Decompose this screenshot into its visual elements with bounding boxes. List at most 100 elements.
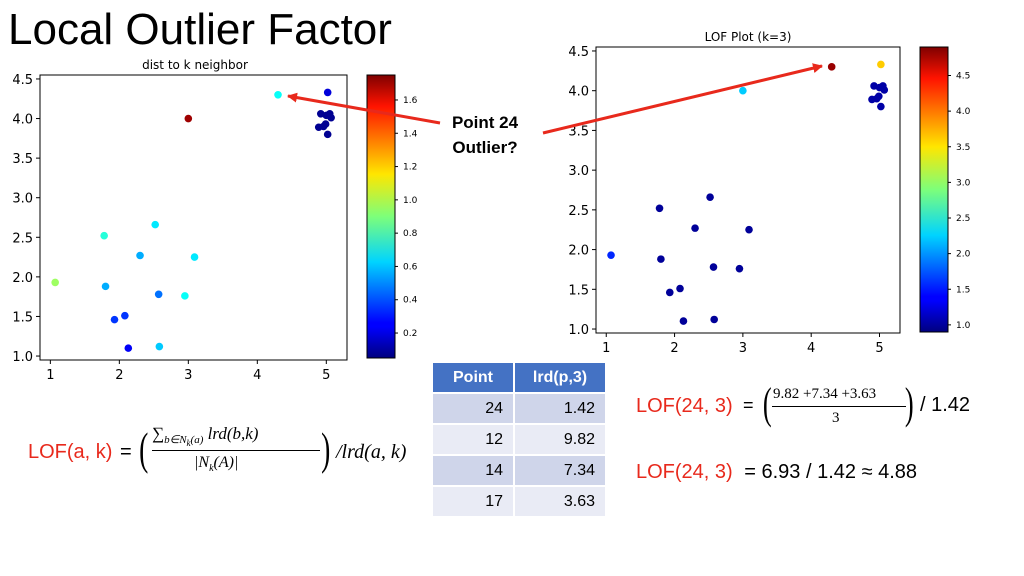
data-point — [880, 86, 889, 94]
data-point — [710, 315, 718, 324]
data-point — [655, 204, 664, 213]
y-tick-label: 4.0 — [12, 113, 33, 128]
y-tick-label: 2.0 — [568, 244, 589, 259]
close-paren: ) — [904, 379, 914, 428]
colorbar-tick-label: 1.2 — [403, 163, 417, 173]
colorbar-tick-label: 2.0 — [956, 250, 971, 260]
denominator: 3 — [832, 410, 840, 426]
formula-tail: / 1.42 — [920, 394, 971, 416]
data-point — [181, 292, 189, 300]
colorbar — [919, 46, 949, 333]
x-axis-ticks: 1 2 3 4 5 — [602, 333, 884, 356]
x-tick-label: 2 — [115, 368, 123, 383]
scatter-points — [607, 60, 889, 325]
arrow-to-left-point — [287, 92, 441, 125]
x-tick-label: 1 — [602, 341, 610, 356]
data-point — [691, 224, 699, 232]
y-tick-label: 2.5 — [568, 204, 589, 219]
colorbar-tick-label: 2.5 — [956, 214, 970, 224]
x-axis-ticks: 1 2 3 4 5 — [46, 360, 330, 383]
data-point — [657, 255, 665, 263]
cell-lrd: 3.63 — [515, 487, 605, 516]
header-point: Point — [433, 363, 513, 392]
x-tick-label: 4 — [253, 368, 261, 383]
colorbar-tick-label: 1.4 — [403, 129, 418, 139]
y-axis-ticks: 1.0 1.5 2.0 2.5 3.0 3.5 4.0 4.5 — [12, 73, 40, 365]
colorbar-tick-label: 1.6 — [403, 96, 418, 106]
close-paren: ) — [321, 423, 331, 474]
data-point — [877, 60, 885, 69]
data-point — [154, 290, 163, 299]
plot-frame — [595, 46, 901, 334]
y-axis-ticks: 1.0 1.5 2.0 2.5 3.0 3.5 4.0 4.5 — [568, 45, 596, 338]
denominator: |Nk(A)| — [194, 454, 238, 474]
colorbar-tick-label: 4.5 — [956, 72, 970, 82]
data-point — [51, 278, 59, 287]
data-point — [136, 251, 144, 260]
den-right: (A)| — [213, 454, 239, 471]
table-row: 17 3.63 — [433, 487, 605, 516]
data-point — [155, 342, 164, 351]
data-point — [151, 220, 160, 229]
formula-equals: = — [120, 441, 132, 463]
data-point — [827, 63, 836, 71]
x-tick-label: 3 — [184, 368, 192, 383]
formula-equals: = — [743, 395, 754, 415]
data-point — [100, 231, 108, 240]
cell-lrd: 1.42 — [515, 394, 605, 423]
data-point — [872, 94, 881, 103]
den-left: |N — [194, 454, 210, 471]
callout-line-2: Outlier? — [452, 138, 517, 157]
x-tick-label: 5 — [875, 341, 883, 356]
formula-lhs: LOF(a, k) — [28, 441, 113, 463]
formula-rhs: = 6.93 / 1.42 ≈ 4.88 — [744, 461, 918, 483]
colorbar-tick-label: 4.0 — [956, 107, 971, 117]
slide-title: Local Outlier Factor — [8, 5, 392, 54]
formula-lhs: LOF(24, 3) — [636, 395, 733, 417]
table-row: 12 9.82 — [433, 425, 605, 454]
data-point — [110, 315, 119, 324]
data-point — [739, 86, 747, 95]
chart-title: LOF Plot (k=3) — [705, 30, 792, 44]
cell-lrd: 9.82 — [515, 425, 605, 454]
data-point — [121, 311, 129, 320]
numerator: ∑b∈Nk(a) lrd(b,k) — [152, 424, 258, 449]
y-tick-label: 4.0 — [568, 85, 589, 100]
data-point — [706, 193, 714, 201]
y-tick-label: 1.5 — [568, 283, 589, 298]
y-tick-label: 1.5 — [12, 310, 33, 325]
lrd-table: Point lrd(p,3) 24 1.42 12 9.82 14 7.34 1… — [431, 361, 607, 518]
arrow-to-right-point — [542, 63, 823, 135]
x-tick-label: 1 — [46, 368, 54, 383]
y-tick-label: 3.0 — [12, 192, 33, 207]
data-point — [665, 288, 674, 297]
data-point — [676, 284, 684, 293]
dist-to-k-neighbor-chart: dist to k neighbor 1.0 1.5 2.0 2.5 3.0 3.5 4.0… — [12, 58, 417, 383]
chart-title: dist to k neighbor — [142, 58, 248, 72]
table-header-row: Point lrd(p,3) — [433, 363, 605, 392]
y-tick-label: 3.5 — [12, 152, 33, 167]
scatter-points — [51, 88, 335, 352]
data-point — [184, 114, 193, 123]
colorbar-tick-label: 0.4 — [403, 296, 418, 306]
data-point — [323, 130, 332, 139]
colorbar — [366, 74, 396, 359]
colorbar-tick-label: 1.5 — [956, 285, 970, 295]
data-point — [323, 88, 332, 97]
colorbar-tick-label: 3.0 — [956, 178, 971, 188]
y-tick-label: 2.0 — [12, 271, 33, 286]
formula-tail: /lrd(a, k) — [336, 441, 407, 463]
sum-index: b∈N — [164, 434, 187, 447]
x-tick-label: 5 — [322, 368, 330, 383]
callout-line-1: Point 24 — [452, 113, 519, 132]
colorbar-tick-label: 1.0 — [403, 196, 418, 206]
lof-24-formula-2: LOF(24, 3) = 6.93 / 1.42 ≈ 4.88 — [636, 461, 917, 484]
sum-symbol: ∑ — [152, 424, 165, 443]
open-paren: ( — [762, 379, 772, 428]
data-point — [607, 251, 615, 259]
lof-plot-chart: LOF Plot (k=3) 1.01.52.02.53.03.54.04.5 … — [568, 30, 970, 356]
y-tick-label: 4.5 — [568, 45, 589, 60]
cell-point: 17 — [433, 487, 513, 516]
colorbar-tick-label: 3.5 — [956, 143, 970, 153]
data-point — [190, 253, 199, 261]
